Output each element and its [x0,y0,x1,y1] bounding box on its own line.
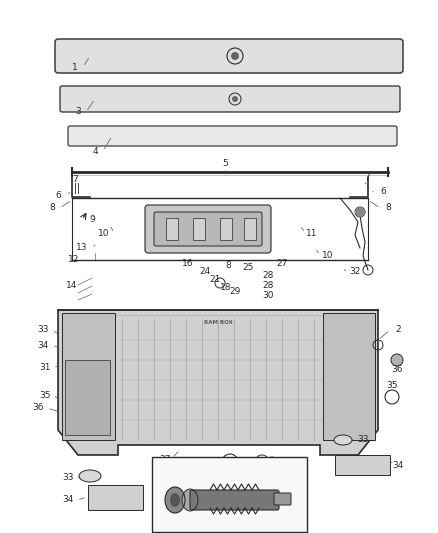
Bar [220,218,232,240]
Text: 35: 35 [39,391,51,400]
Text: 21: 21 [209,276,221,285]
Polygon shape [323,313,375,440]
Bar [193,218,205,240]
Text: 28: 28 [262,271,274,279]
Circle shape [231,52,239,60]
Text: 10: 10 [98,229,110,238]
Polygon shape [62,313,115,440]
Text: 39: 39 [226,488,238,497]
Text: 6: 6 [380,188,386,197]
Text: 8: 8 [193,233,199,243]
Text: 19: 19 [179,457,191,466]
FancyBboxPatch shape [60,86,400,112]
Text: 30: 30 [262,290,274,300]
Circle shape [391,354,403,366]
FancyBboxPatch shape [55,39,403,73]
Circle shape [232,96,238,102]
Bar [88,485,143,510]
Text: 27: 27 [276,260,288,269]
Text: 37: 37 [159,456,171,464]
Text: 34: 34 [62,496,74,505]
Text: 33: 33 [37,326,49,335]
Text: 40: 40 [241,486,253,495]
Text: RAM BOX: RAM BOX [204,319,233,325]
Text: 2: 2 [395,326,401,335]
Text: 12: 12 [68,255,80,264]
Text: 13: 13 [76,244,88,253]
Bar [335,455,390,475]
Polygon shape [65,360,110,435]
Text: 5: 5 [222,158,228,167]
Text: 36: 36 [32,403,44,413]
Text: 33: 33 [357,435,369,445]
Text: 32: 32 [350,268,360,277]
FancyBboxPatch shape [68,126,397,146]
Circle shape [355,207,365,217]
Ellipse shape [334,435,352,445]
Bar [166,218,178,240]
Text: 34: 34 [37,341,49,350]
Text: 41: 41 [264,467,276,477]
Text: 20: 20 [241,457,253,466]
Text: 23: 23 [284,457,296,466]
FancyBboxPatch shape [154,212,262,246]
Text: 29: 29 [230,287,241,296]
Text: 11: 11 [306,229,318,238]
Ellipse shape [170,493,180,507]
Ellipse shape [79,470,101,482]
Ellipse shape [182,489,198,511]
Text: 15: 15 [257,244,269,253]
Text: 8: 8 [245,232,251,241]
Polygon shape [58,310,378,455]
Text: 7: 7 [72,174,78,183]
Ellipse shape [165,487,185,513]
Circle shape [267,457,277,467]
Text: 8: 8 [225,261,231,270]
Text: 7: 7 [229,240,235,249]
Text: 9: 9 [89,215,95,224]
Text: 24: 24 [199,268,211,277]
FancyBboxPatch shape [145,205,271,253]
Text: 8: 8 [49,204,55,213]
Text: 16: 16 [182,259,194,268]
Circle shape [226,458,234,466]
Text: 31: 31 [39,364,51,373]
Text: 36: 36 [391,366,403,375]
Text: 25: 25 [242,263,254,272]
Text: 7: 7 [364,174,370,182]
Text: 38: 38 [209,458,221,467]
Text: 44: 44 [170,483,180,492]
Text: 10: 10 [322,251,334,260]
Text: 3: 3 [75,108,81,117]
Text: 33: 33 [62,473,74,482]
Text: 22: 22 [207,457,219,466]
Text: 7: 7 [210,246,216,254]
Bar [244,218,256,240]
Text: 28: 28 [262,280,274,289]
Text: 8: 8 [385,204,391,213]
Text: 35: 35 [386,381,398,390]
Text: 43: 43 [199,512,211,521]
Text: 6: 6 [55,190,61,199]
Text: 14: 14 [66,280,78,289]
Text: 42: 42 [242,458,254,467]
Text: 17: 17 [174,246,186,254]
Text: 18: 18 [220,282,232,292]
FancyBboxPatch shape [274,493,291,505]
Bar [152,457,307,532]
FancyBboxPatch shape [190,490,279,510]
Text: 4: 4 [92,147,98,156]
Text: 34: 34 [392,461,404,470]
Text: 1: 1 [72,62,78,71]
